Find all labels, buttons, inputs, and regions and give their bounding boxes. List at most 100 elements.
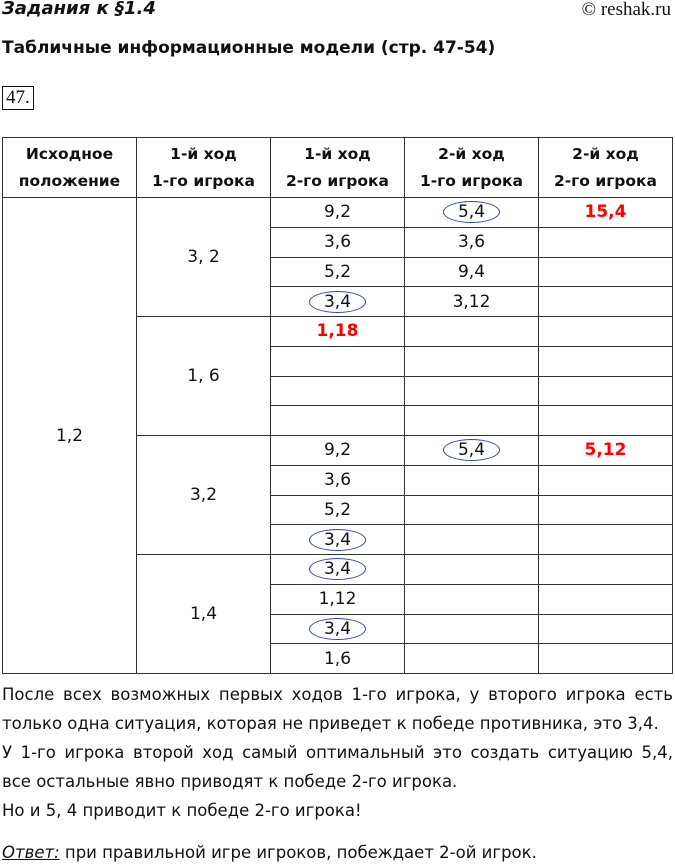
move-cell: 3,4 [270, 613, 405, 645]
table-row: 1,4 3,4 [3, 554, 673, 674]
move-cell [538, 613, 673, 645]
cell-value: 1,12 [318, 589, 357, 610]
header-line: положение [18, 171, 121, 190]
move-cell [538, 464, 673, 496]
move-cell [270, 345, 405, 377]
game-table: Исходное положение 1-й ход 1-го игрока 1-й х… [2, 137, 673, 674]
cell-value: 9,2 [323, 202, 352, 223]
move-cell [404, 405, 539, 436]
move-cell: 5,2 [270, 494, 405, 526]
table-row: 1,2 3, 2 9,2 5,4 15,4 [2, 197, 673, 674]
paragraph: Но и 5, 4 приводит к победе 2-го игрока! [2, 801, 362, 820]
explanation: После всех возможных первых ходов 1-го и… [2, 680, 673, 825]
move-cell [404, 643, 539, 674]
winning-value: 15,4 [584, 202, 627, 223]
answer-label: Ответ: [2, 843, 60, 862]
initial-position: 1,2 [2, 197, 137, 674]
move-cell: 3,4 [270, 554, 405, 585]
paragraph: У 1-го игрока второй ход самый оптимальн… [2, 743, 673, 791]
move-cell: 5,4 [404, 197, 539, 228]
winning-value: 1,18 [316, 321, 359, 342]
circled-value: 3,4 [308, 528, 367, 551]
first-move-player1: 3, 2 [136, 197, 271, 317]
move-cell: 3,6 [404, 226, 539, 258]
move-cell: 5,4 [404, 435, 539, 466]
move-cell [538, 554, 673, 585]
copyright: © reshak.ru [581, 0, 671, 20]
move-cell [404, 613, 539, 645]
move-cell [538, 316, 673, 347]
table-row: 3,6 3,6 [3, 226, 673, 258]
paragraph: После всех возможных первых ходов 1-го и… [2, 685, 673, 733]
table-header-row: Исходное положение 1-й ход 1-го игрока 1-й х… [2, 137, 673, 198]
cell-value: 3,6 [323, 470, 352, 491]
circled-value: 3,4 [308, 558, 367, 581]
answer: Ответ: при правильной игре игроков, побе… [2, 843, 537, 862]
move-cell: 9,2 [270, 435, 405, 466]
header-line: 1-го игрока [419, 171, 524, 190]
move-cell: 9,4 [404, 256, 539, 288]
header-line: 2-й ход [438, 144, 505, 163]
cell-value: 3,6 [323, 232, 352, 253]
column-header: 2-й ход 1-го игрока [404, 137, 539, 198]
move-cell [404, 375, 539, 407]
move-cell: 3,12 [404, 286, 539, 317]
cell-value: 5,2 [323, 261, 352, 282]
move-cell: 5,2 [270, 256, 405, 288]
move-cell [538, 286, 673, 317]
move-cell: 5,12 [538, 435, 673, 466]
move-cell [404, 554, 539, 585]
move-cell: 3,6 [270, 464, 405, 496]
move-cell [538, 375, 673, 407]
cell-value: 9,4 [457, 261, 486, 282]
section-title: Задания к §1.4 [2, 0, 156, 19]
column-header: 2-й ход 2-го игрока [538, 137, 673, 198]
header-line: 2-й ход [572, 144, 639, 163]
table-row: 5,2 [3, 494, 673, 526]
header-line: Исходное [25, 144, 114, 163]
move-cell: 3,4 [270, 286, 405, 317]
move-cell [538, 345, 673, 377]
move-cell [538, 643, 673, 674]
table-row: 3,4 [3, 613, 673, 645]
header-line: 1-го игрока [151, 171, 256, 190]
column-header: 1-й ход 2-го игрока [270, 137, 405, 198]
header-line: 2-го игрока [553, 171, 658, 190]
task-number: 47. [2, 86, 34, 110]
table-row [3, 375, 673, 407]
table-row [3, 345, 673, 377]
move-cell [538, 583, 673, 615]
move-cell: 1,12 [270, 583, 405, 615]
circled-value: 5,4 [442, 201, 501, 224]
move-cell [404, 345, 539, 377]
header-line: 1-й ход [304, 144, 371, 163]
table-row: 5,2 9,4 [3, 256, 673, 288]
move-cell [270, 375, 405, 407]
move-cell [538, 405, 673, 436]
answer-text: при правильной игре игроков, побеждает 2… [59, 843, 537, 862]
table-row: 1,6 [3, 643, 673, 674]
winning-value: 5,12 [584, 440, 627, 461]
move-cell [538, 494, 673, 526]
move-cell: 9,2 [270, 197, 405, 228]
cell-value: 1,6 [323, 648, 352, 669]
first-move-player1: 1,4 [136, 554, 271, 674]
circled-value: 3,4 [308, 617, 367, 640]
move-cell [404, 464, 539, 496]
header-line: 2-го игрока [285, 171, 390, 190]
move-cell [404, 494, 539, 526]
column-header: 1-й ход 1-го игрока [136, 137, 271, 198]
move-cell [538, 524, 673, 555]
move-cell: 3,4 [270, 524, 405, 555]
cell-value: 9,2 [323, 440, 352, 461]
move-cell [538, 256, 673, 288]
table-row: 3,2 9,2 5,4 5,12 [3, 435, 673, 555]
table-row [3, 405, 673, 436]
table-row: 1, 6 1,18 [3, 316, 673, 436]
cell-value: 3,12 [452, 291, 491, 312]
move-cell [538, 226, 673, 258]
move-cell [270, 405, 405, 436]
move-cell: 15,4 [538, 197, 673, 228]
first-move-player1: 1, 6 [136, 316, 271, 436]
circled-value: 3,4 [308, 290, 367, 313]
